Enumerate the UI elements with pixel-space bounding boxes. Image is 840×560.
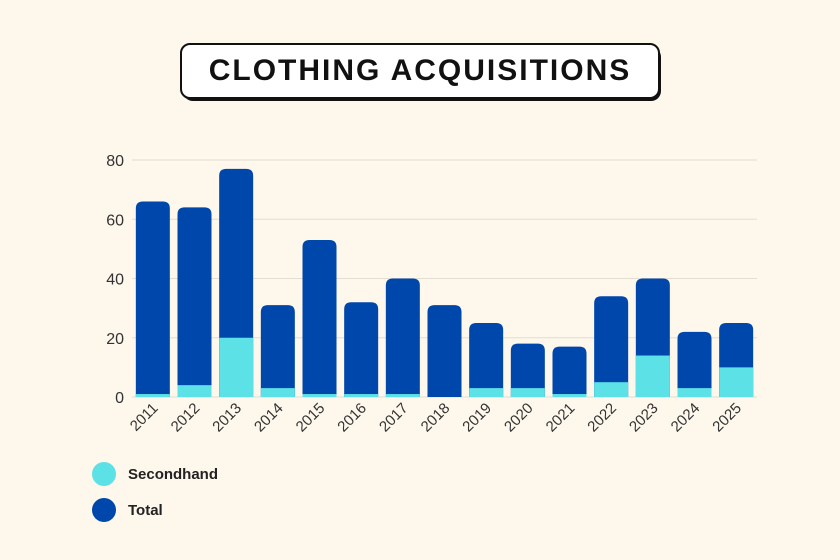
bar-total (177, 207, 212, 397)
bar-total (385, 278, 420, 397)
legend-label: Total (128, 501, 163, 519)
x-tick-label: 2016 (334, 400, 370, 436)
bar-secondhand (594, 382, 629, 397)
bar-total (469, 322, 504, 397)
x-tick-label: 2023 (626, 400, 662, 436)
y-tick-label: 40 (106, 272, 124, 289)
bar-total (510, 343, 545, 397)
bar-secondhand (677, 388, 712, 397)
bar-secondhand (135, 394, 170, 397)
bar-total (344, 302, 379, 397)
bar-secondhand (385, 394, 420, 397)
bar-total (552, 346, 587, 397)
x-tick-label: 2013 (209, 400, 245, 436)
bar-total (135, 201, 170, 397)
y-tick-label: 20 (106, 331, 124, 348)
bar-secondhand (510, 388, 545, 397)
bar-total (677, 331, 712, 397)
x-tick-label: 2012 (168, 400, 204, 436)
bar-total (427, 305, 462, 397)
bar-secondhand (302, 394, 337, 397)
x-tick-label: 2020 (501, 400, 537, 436)
title-box: CLOTHING ACQUISITIONS (180, 43, 661, 101)
legend-swatch-total (92, 498, 116, 522)
x-tick-label: 2021 (543, 400, 579, 436)
bar-secondhand (469, 388, 504, 397)
x-tick-label: 2025 (709, 400, 745, 436)
bar-total (594, 296, 629, 397)
x-tick-label: 2018 (418, 400, 454, 436)
bar-secondhand (177, 385, 212, 397)
bar-secondhand (719, 367, 754, 397)
legend-swatch-secondhand (92, 462, 116, 486)
x-tick-label: 2014 (251, 400, 287, 436)
x-tick-label: 2011 (127, 400, 162, 435)
bar-secondhand (552, 394, 587, 397)
bar-secondhand (635, 355, 670, 397)
x-tick-label: 2017 (376, 400, 412, 436)
x-tick-label: 2022 (584, 400, 620, 436)
x-tick-label: 2024 (668, 400, 704, 436)
legend-label: Secondhand (128, 465, 219, 483)
y-tick-label: 60 (106, 212, 124, 229)
y-tick-label: 80 (106, 153, 124, 170)
legend-item-total: Total (92, 498, 163, 522)
bar-secondhand (344, 394, 379, 397)
bar-secondhand (260, 388, 295, 397)
y-tick-label: 0 (115, 390, 124, 407)
x-tick-label: 2015 (293, 400, 329, 436)
bar-total (302, 239, 337, 397)
x-tick-label: 2019 (459, 400, 495, 436)
bar-secondhand (219, 337, 254, 397)
bar-total (260, 305, 295, 397)
legend-item-secondhand: Secondhand (92, 462, 218, 486)
chart-title: CLOTHING ACQUISITIONS (180, 43, 660, 99)
